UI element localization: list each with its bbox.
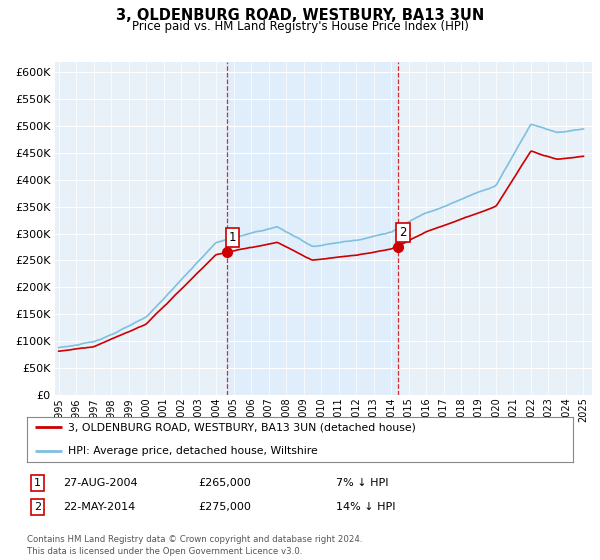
- Text: 7% ↓ HPI: 7% ↓ HPI: [336, 478, 389, 488]
- Text: £275,000: £275,000: [198, 502, 251, 512]
- Text: 27-AUG-2004: 27-AUG-2004: [63, 478, 137, 488]
- Text: HPI: Average price, detached house, Wiltshire: HPI: Average price, detached house, Wilt…: [68, 446, 318, 456]
- Text: 22-MAY-2014: 22-MAY-2014: [63, 502, 135, 512]
- Text: 1: 1: [34, 478, 41, 488]
- Text: Price paid vs. HM Land Registry's House Price Index (HPI): Price paid vs. HM Land Registry's House …: [131, 20, 469, 32]
- Text: 1: 1: [229, 231, 236, 244]
- Text: Contains HM Land Registry data © Crown copyright and database right 2024.
This d: Contains HM Land Registry data © Crown c…: [27, 535, 362, 556]
- Text: 14% ↓ HPI: 14% ↓ HPI: [336, 502, 395, 512]
- Text: £265,000: £265,000: [198, 478, 251, 488]
- Text: 2: 2: [399, 226, 407, 239]
- Bar: [227, 62, 398, 395]
- Text: 3, OLDENBURG ROAD, WESTBURY, BA13 3UN: 3, OLDENBURG ROAD, WESTBURY, BA13 3UN: [116, 8, 484, 24]
- Text: 2: 2: [34, 502, 41, 512]
- Text: 3, OLDENBURG ROAD, WESTBURY, BA13 3UN (detached house): 3, OLDENBURG ROAD, WESTBURY, BA13 3UN (d…: [68, 422, 416, 432]
